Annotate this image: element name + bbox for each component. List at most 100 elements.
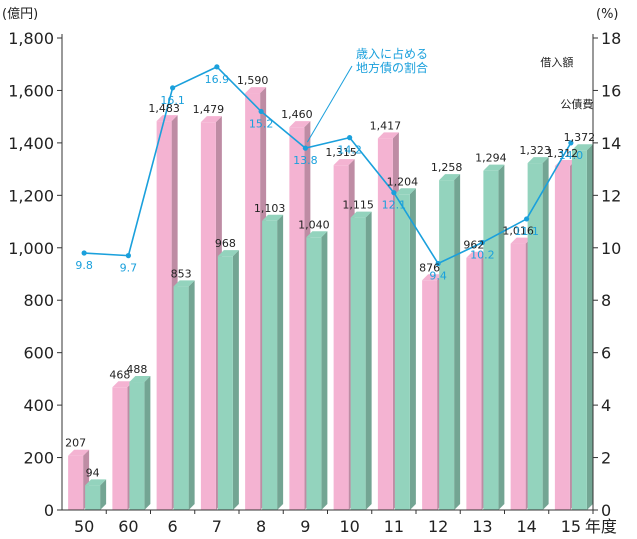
ratio-point-4 bbox=[258, 108, 264, 115]
x-axis-suffix: 年度 bbox=[585, 517, 617, 536]
ratio-label-8: 9.4 bbox=[429, 270, 447, 283]
bar-borrow-0 bbox=[68, 455, 84, 510]
data-label-borrow-11: 1,312 bbox=[547, 147, 579, 160]
ratio-label-6: 14.2 bbox=[337, 144, 362, 157]
x-tick-label: 10 bbox=[339, 517, 359, 536]
ratio-point-7 bbox=[391, 190, 397, 196]
ratio-point-1 bbox=[125, 253, 131, 259]
x-tick-label: 50 bbox=[74, 517, 94, 536]
ratio-label-0: 9.8 bbox=[75, 259, 93, 272]
y2-axis-unit: (%) bbox=[596, 7, 619, 22]
bar-top-borrow-2 bbox=[156, 115, 178, 122]
x-tick-label: 8 bbox=[256, 517, 266, 536]
bar-debt-3 bbox=[217, 256, 233, 510]
data-label-borrow-10: 1,016 bbox=[502, 225, 534, 238]
ratio-label-3: 16.9 bbox=[205, 73, 230, 86]
bar-borrow-1 bbox=[112, 387, 128, 510]
data-label-borrow-2: 1,483 bbox=[148, 102, 180, 115]
bar-borrow-10 bbox=[510, 243, 526, 511]
y2-tick-label: 6 bbox=[601, 344, 611, 363]
y-tick-label: 200 bbox=[23, 449, 54, 468]
bar-top-borrow-1 bbox=[112, 381, 134, 388]
bar-side-debt-5 bbox=[321, 231, 328, 511]
bar-side-debt-7 bbox=[409, 188, 416, 511]
bar-top-borrow-6 bbox=[333, 159, 355, 166]
bar-top-borrow-4 bbox=[245, 87, 267, 94]
bar-borrow-5 bbox=[289, 127, 305, 511]
x-tick-label: 14 bbox=[516, 517, 536, 536]
bar-top-borrow-9 bbox=[466, 251, 488, 258]
x-tick-label: 60 bbox=[118, 517, 138, 536]
ratio-series-label: 地方債の割合 bbox=[356, 60, 428, 75]
data-label-borrow-8: 876 bbox=[419, 261, 440, 274]
bar-borrow-8 bbox=[422, 280, 438, 510]
axes-layer: 0 200 400 600 800 1,000 1,200 1,400 1,600 1,800 0 2… bbox=[8, 29, 621, 536]
bar-top-debt-4 bbox=[262, 214, 284, 221]
bar-top-debt-0 bbox=[85, 479, 107, 486]
y2-tick-label: 12 bbox=[601, 186, 621, 205]
bar-borrow-7 bbox=[377, 138, 393, 511]
bar-top-debt-10 bbox=[527, 157, 549, 164]
ratio-label-9: 10.2 bbox=[470, 249, 495, 262]
bar-top-debt-8 bbox=[439, 174, 461, 181]
ratio-label-4: 15.2 bbox=[249, 117, 274, 130]
data-label-debt-9: 1,294 bbox=[475, 152, 507, 165]
bar-borrow-6 bbox=[333, 165, 349, 510]
bar-debt-7 bbox=[394, 194, 410, 511]
bar-side-debt-0 bbox=[100, 479, 107, 510]
bar-top-borrow-3 bbox=[200, 116, 222, 123]
data-label-debt-0: 94 bbox=[86, 466, 100, 479]
x-tick-label: 13 bbox=[472, 517, 492, 536]
bar-top-borrow-8 bbox=[422, 274, 444, 281]
bar-top-debt-6 bbox=[350, 211, 372, 218]
ratio-label-2: 16.1 bbox=[160, 94, 185, 107]
bar-borrow-2 bbox=[156, 121, 172, 510]
y-tick-label: 1,000 bbox=[8, 239, 54, 258]
ratio-point-6 bbox=[347, 135, 353, 141]
y-tick-label: 400 bbox=[23, 396, 54, 415]
bar-top-debt-3 bbox=[217, 250, 239, 257]
data-label-debt-6: 1,115 bbox=[342, 199, 374, 212]
ratio-line bbox=[84, 65, 572, 265]
bar-debt-0 bbox=[85, 485, 101, 510]
bar-borrow-11 bbox=[554, 165, 570, 510]
y-tick-label: 1,800 bbox=[8, 29, 54, 48]
ratio-label-5: 13.8 bbox=[293, 154, 318, 167]
bar-side-debt-2 bbox=[188, 280, 195, 510]
y2-tick-label: 14 bbox=[601, 134, 621, 153]
data-label-debt-10: 1,323 bbox=[519, 144, 551, 157]
bar-borrow-4 bbox=[245, 93, 261, 511]
data-label-debt-2: 853 bbox=[171, 267, 192, 280]
data-label-borrow-0: 207 bbox=[65, 437, 86, 450]
y-tick-label: 0 bbox=[44, 501, 54, 520]
ratio-point-3 bbox=[214, 64, 220, 70]
data-label-debt-5: 1,040 bbox=[298, 218, 330, 231]
ratio-point-0 bbox=[81, 250, 87, 256]
bar-top-debt-1 bbox=[129, 376, 151, 383]
data-label-debt-1: 488 bbox=[126, 363, 147, 376]
y2-tick-label: 0 bbox=[601, 501, 611, 520]
y2-tick-label: 10 bbox=[601, 239, 621, 258]
ratio-line-layer bbox=[81, 64, 574, 267]
bar-side-debt-11 bbox=[586, 144, 593, 510]
series-name-borrow: 借入額 bbox=[540, 56, 573, 69]
bar-top-debt-2 bbox=[173, 280, 195, 287]
x-tick-label: 7 bbox=[212, 517, 222, 536]
y-tick-label: 1,200 bbox=[8, 186, 54, 205]
bar-debt-6 bbox=[350, 217, 366, 510]
ratio-series-label: 歳入に占める bbox=[356, 46, 428, 61]
series-name-debt: 公債費 bbox=[560, 97, 593, 111]
y-tick-label: 800 bbox=[23, 291, 54, 310]
y-tick-label: 600 bbox=[23, 344, 54, 363]
data-label-borrow-5: 1,460 bbox=[281, 108, 313, 121]
bar-top-debt-5 bbox=[306, 231, 328, 238]
ratio-point-2 bbox=[170, 85, 176, 91]
bars-layer bbox=[68, 87, 593, 511]
data-label-borrow-1: 468 bbox=[109, 368, 130, 381]
data-label-debt-3: 968 bbox=[215, 237, 236, 250]
data-label-borrow-6: 1,315 bbox=[325, 146, 357, 159]
ratio-point-5 bbox=[302, 145, 308, 151]
data-label-debt-11: 1,372 bbox=[564, 131, 596, 144]
